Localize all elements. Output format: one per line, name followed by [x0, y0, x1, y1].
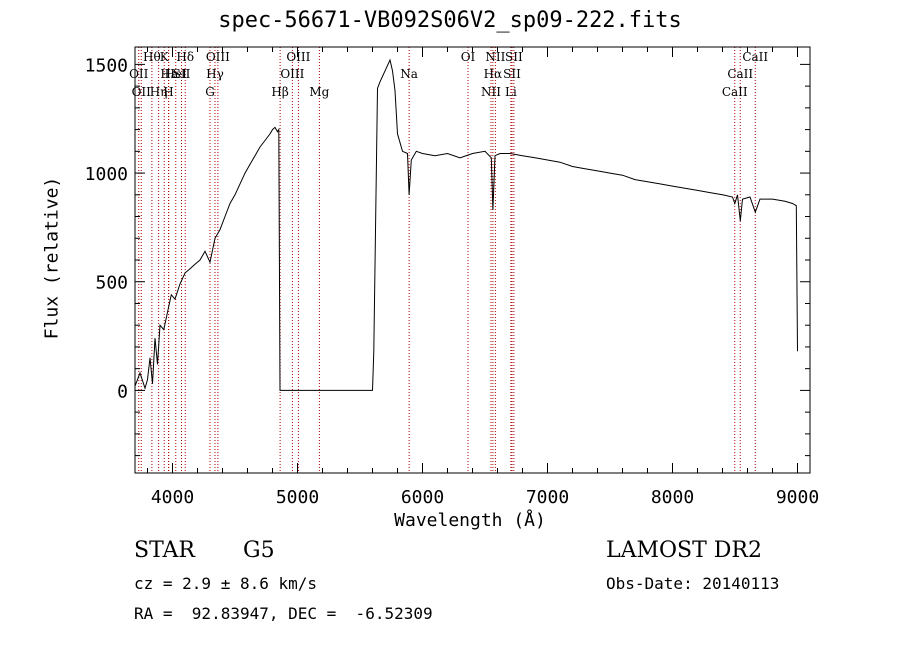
y-tick-label: 0	[117, 381, 128, 402]
line-label: SII	[173, 67, 191, 81]
line-label: CaII	[722, 85, 748, 99]
line-label: Hδ	[176, 50, 194, 64]
line-label: SII	[503, 67, 521, 81]
y-tick-label: 1000	[85, 164, 128, 185]
x-tick-label: 8000	[651, 487, 694, 508]
line-label: NII	[485, 50, 505, 64]
x-tick-label: 6000	[401, 487, 444, 508]
subclass: G5	[243, 538, 275, 563]
line-label: CaII	[742, 50, 768, 64]
line-markers	[138, 47, 756, 473]
x-tick-label: 4000	[151, 487, 194, 508]
coordinates: RA = 92.83947, DEC = -6.52309	[134, 604, 433, 623]
x-tick-label: 7000	[526, 487, 569, 508]
line-label: NII	[481, 85, 501, 99]
line-label: CaII	[727, 67, 753, 81]
line-label: Hβ	[271, 85, 288, 99]
y-tick-label: 1500	[85, 55, 128, 76]
y-axis-ticks: 0 500 1000 1500	[85, 55, 810, 457]
line-label: OII	[132, 85, 152, 99]
x-axis-label: Wavelength (Å)	[394, 510, 546, 531]
line-label: OIII	[280, 67, 304, 81]
line-label: SII	[505, 50, 523, 64]
y-axis-label: Flux (relative)	[41, 176, 63, 340]
line-label: OIII	[206, 50, 230, 64]
survey-name: LAMOST DR2	[606, 538, 762, 563]
line-label: Hθ	[143, 50, 161, 64]
line-label: HeI	[165, 67, 188, 81]
x-axis-ticks: 4000 5000 6000 7000 8000 9000	[147, 47, 819, 508]
line-label: Hα	[484, 67, 503, 81]
x-tick-label: 9000	[776, 487, 819, 508]
line-label: Na	[400, 67, 418, 81]
line-labels: OIIOIIHθHηKHHεHeISIIHδGHγOIIIHβOIIIOIIIM…	[129, 50, 768, 99]
line-label: H	[163, 85, 173, 99]
redshift-info: cz = 2.9 ± 8.6 km/s	[134, 574, 318, 593]
y-tick-label: 500	[95, 273, 128, 294]
line-label: OIII	[286, 50, 310, 64]
line-label: Mg	[309, 85, 329, 99]
line-label: OI	[461, 50, 476, 64]
plot-frame	[134, 46, 811, 474]
line-label: Hε	[160, 67, 177, 81]
line-label: Hγ	[206, 67, 224, 81]
line-label: K	[160, 50, 170, 64]
line-label: OII	[129, 67, 149, 81]
line-label: Li	[505, 85, 517, 99]
obs-date: Obs-Date: 20140113	[606, 574, 780, 593]
object-class: STAR	[134, 538, 195, 563]
x-tick-label: 5000	[276, 487, 319, 508]
chart-title: spec-56671-VB092S06V2_sp09-222.fits	[218, 8, 682, 33]
spectrum-line	[134, 58, 798, 391]
line-label: Hη	[150, 85, 168, 99]
line-label: G	[205, 85, 215, 99]
